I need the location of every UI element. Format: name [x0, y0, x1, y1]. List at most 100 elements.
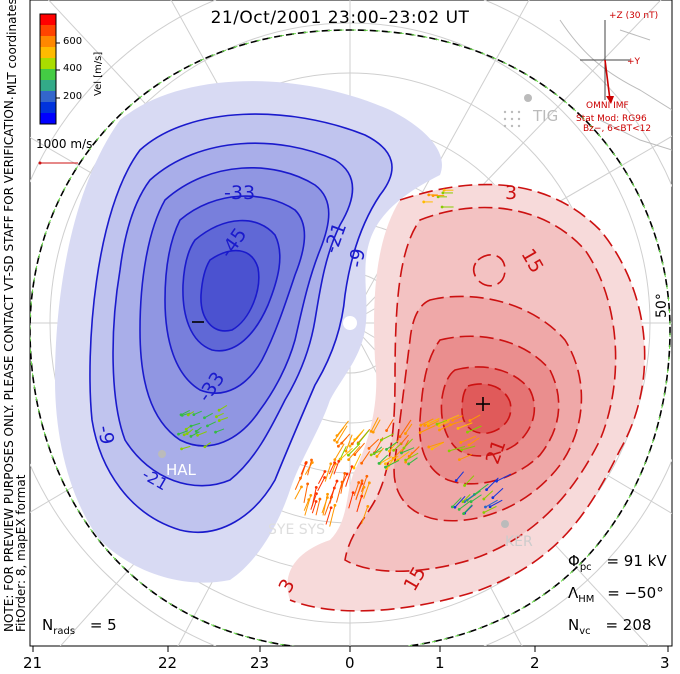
velocity-vector-origin: [398, 435, 402, 439]
stat-model: Stat Mod: RG96: [576, 114, 647, 124]
velocity-vector-origin: [186, 413, 190, 417]
velocity-vector: [294, 486, 302, 500]
velocity-vector: [489, 499, 503, 508]
colorbar-segment: [40, 80, 56, 92]
velocity-vector-origin: [427, 445, 431, 449]
velocity-vector: [334, 427, 345, 441]
velocity-vector: [219, 417, 229, 422]
velocity-vector-origin: [352, 466, 356, 470]
velocity-vector: [376, 447, 384, 457]
mlt-tick: 0: [345, 654, 355, 672]
velocity-vector: [400, 434, 409, 445]
velocity-vector: [393, 443, 402, 451]
velocity-vector-origin: [482, 511, 486, 514]
imf-source: OMNI IMF: [586, 101, 629, 111]
velocity-vector: [483, 505, 497, 513]
velocity-vector: [303, 499, 310, 511]
radar-sites: [158, 94, 532, 528]
velocity-vector: [348, 492, 354, 509]
velocity-vector-origin: [304, 462, 308, 465]
lambda-symbol: Λ: [568, 584, 579, 602]
velocity-vector: [190, 431, 200, 437]
velocity-vector: [397, 451, 410, 461]
positive-cell: [287, 183, 646, 612]
velocity-vector: [469, 414, 481, 422]
velocity-vector: [464, 504, 473, 514]
velocity-vector: [461, 445, 476, 451]
magnetic-pole: [343, 316, 357, 330]
velocity-vector: [438, 421, 450, 427]
velocity-vector: [419, 425, 436, 434]
velocity-vector-origin: [438, 428, 441, 432]
velocity-vector: [345, 434, 353, 452]
velocity-vector-origin: [365, 474, 369, 478]
velocity-vector-origin: [407, 462, 411, 466]
velocity-vector-origin: [326, 492, 329, 496]
colorbar-tick-400: 400: [63, 63, 83, 74]
phi-sub: pc: [579, 562, 592, 573]
velocity-vector-origin: [404, 458, 408, 462]
velocity-vector: [355, 480, 363, 501]
coordinates-label: MLT coordinates: [5, 0, 19, 95]
velocity-vector-origin: [467, 443, 471, 447]
velocity-vector-origin: [299, 476, 302, 480]
velocity-vector-origin: [203, 416, 206, 420]
velocity-vector: [334, 443, 345, 460]
velocity-vector-origin: [466, 430, 469, 434]
velocity-vectors: [177, 188, 512, 527]
velocity-vector-origin: [451, 418, 455, 422]
velocity-vector-origin: [495, 479, 498, 483]
nrads-value: = 5: [89, 616, 117, 634]
velocity-vector: [386, 441, 398, 450]
velocity-vector: [373, 446, 383, 454]
velocity-vector: [496, 473, 512, 482]
mlt-tick: 21: [23, 654, 43, 672]
velocity-vector-origin: [196, 433, 199, 437]
velocity-vector-origin: [402, 446, 406, 450]
velocity-vector: [324, 463, 332, 482]
velocity-vector-origin: [377, 462, 381, 465]
velocity-vector-origin: [309, 493, 313, 497]
velocity-vector-origin: [215, 415, 218, 419]
velocity-vector-origin: [314, 500, 318, 503]
nvc-sub: vc: [579, 626, 591, 637]
velocity-vector-origin: [392, 448, 396, 452]
velocity-vector-origin: [335, 440, 339, 444]
velocity-vector: [336, 425, 348, 443]
velocity-vector: [385, 459, 400, 468]
velocity-vector: [340, 473, 346, 494]
colorbar-segment: [40, 14, 56, 26]
velocity-vector: [336, 481, 343, 503]
velocity-vector-origin: [454, 479, 458, 482]
velocity-vector: [304, 462, 313, 475]
velocity-vector: [178, 430, 189, 435]
velocity-vector-origin: [419, 423, 423, 427]
velocity-vector: [463, 504, 473, 514]
velocity-vector-origin: [337, 459, 341, 463]
velocity-vector-origin: [362, 485, 366, 489]
mlt-tick: 3: [660, 654, 670, 672]
velocity-vector-origin: [329, 506, 333, 510]
velocity-vector-origin: [418, 431, 422, 435]
velocity-vector-origin: [385, 429, 388, 432]
nvc-value: = 208: [605, 616, 652, 634]
velocity-vector-origin: [436, 195, 440, 199]
velocity-vector-origin: [333, 458, 337, 462]
colorbar-segment: [40, 25, 56, 37]
velocity-vector-origin: [353, 453, 357, 457]
velocity-vector: [451, 497, 462, 508]
colorbar-segment: [40, 91, 56, 103]
velocity-vector-origin: [423, 423, 427, 427]
velocity-vector: [485, 499, 498, 508]
velocity-vector: [379, 456, 392, 464]
velocity-vector: [459, 454, 472, 461]
velocity-vector-origin: [426, 424, 430, 428]
scale-vector-label: 1000 m/s: [36, 137, 93, 151]
velocity-vector-origin: [194, 430, 198, 433]
velocity-vector: [455, 471, 464, 481]
velocity-vector: [403, 438, 413, 449]
velocity-vector: [325, 507, 332, 525]
velocity-vector-origin: [346, 453, 350, 457]
velocity-vector: [341, 433, 351, 444]
velocity-vector: [303, 483, 309, 503]
